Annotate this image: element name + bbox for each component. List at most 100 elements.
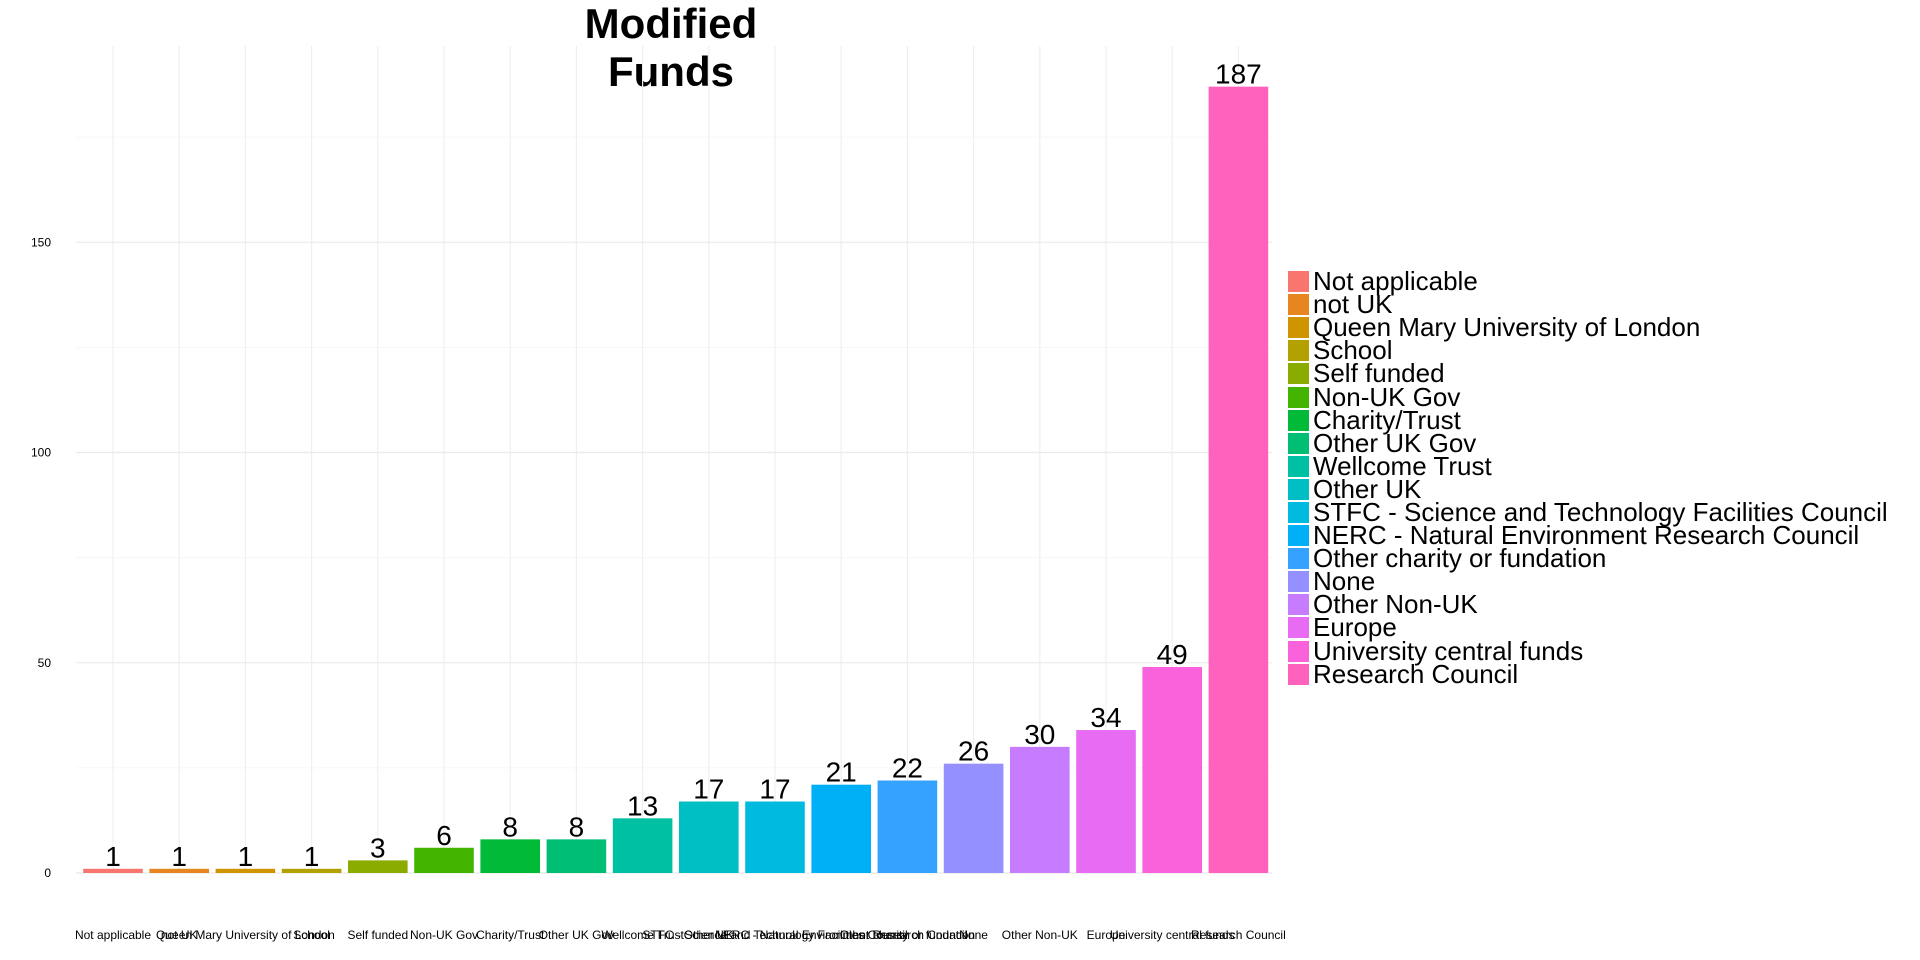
x-tick-label: not UK [161, 928, 198, 942]
legend-item: NERC - Natural Environment Research Coun… [1288, 520, 1888, 551]
data-label: 17 [759, 774, 790, 805]
legend-label: Other UK [1313, 473, 1422, 504]
chart-title: Modified Funds [584, 0, 758, 95]
data-label: 187 [1215, 59, 1262, 90]
legend-swatch [1288, 386, 1309, 408]
legend-label: Other UK Gov [1313, 427, 1477, 458]
legend-swatch [1288, 640, 1309, 662]
x-tick-label: Other UK Gov [539, 928, 614, 942]
legend-label: None [1313, 566, 1376, 597]
legend-label: Self funded [1313, 358, 1445, 389]
data-label: 8 [569, 811, 585, 842]
legend-swatch [1288, 363, 1309, 385]
bar [877, 780, 938, 873]
legend-swatch [1288, 663, 1309, 685]
bar [943, 763, 1004, 873]
legend-swatch [1288, 617, 1309, 639]
x-tick-label: Non-UK Gov [410, 928, 478, 942]
legend-item: Research Council [1288, 658, 1888, 689]
x-tick-label: Other charity or fundation [840, 928, 975, 942]
legend-item: STFC - Science and Technology Facilities… [1288, 499, 1888, 525]
legend-item: Not applicable [1288, 268, 1888, 294]
data-label: 1 [238, 841, 254, 872]
y-axis-ticks: 0 50 100 150 [31, 235, 51, 880]
bar [1010, 746, 1070, 873]
bar [1076, 730, 1136, 873]
legend-item: Non-UK Gov [1288, 381, 1888, 412]
data-label: 8 [502, 811, 518, 842]
legend-swatch [1288, 317, 1309, 339]
x-tick-label: Research Council [1191, 928, 1286, 942]
legend-swatch [1288, 571, 1309, 593]
bars [83, 86, 1269, 874]
legend-item: Europe [1288, 612, 1888, 643]
legend-swatch [1288, 548, 1309, 570]
legend-label: Non-UK Gov [1313, 381, 1461, 412]
legend-swatch [1288, 455, 1309, 477]
legend-label: University central funds [1313, 635, 1584, 666]
bar [281, 868, 342, 873]
x-tick-label: Other UK [684, 928, 734, 942]
legend-swatch [1288, 432, 1309, 454]
data-label: 21 [826, 757, 857, 788]
legend: Not applicable not UK Queen Mary Universit… [1288, 268, 1888, 689]
legend-item: Queen Mary University of London [1288, 312, 1888, 343]
x-tick-label: None [959, 928, 988, 942]
legend-swatch [1288, 340, 1309, 362]
legend-swatch [1288, 271, 1309, 293]
legend-item: Other charity or fundation [1288, 545, 1888, 571]
y-tick-label: 50 [38, 656, 52, 670]
bar [811, 784, 871, 873]
bar [745, 801, 805, 873]
legend-item: Self funded [1288, 358, 1888, 389]
bar [215, 868, 276, 873]
bar [1208, 86, 1269, 874]
legend-item: Other UK [1288, 473, 1888, 504]
legend-label: Wellcome Trust [1313, 450, 1492, 481]
data-label: 13 [627, 790, 658, 821]
x-tick-label: Charity/Trust [476, 928, 545, 942]
x-tick-label: University central funds [1110, 928, 1235, 942]
x-tick-label: NERC - Natural Environment Research Coun… [715, 928, 967, 942]
legend-label: Europe [1313, 612, 1397, 643]
x-tick-label: STFC - Science and Technology Facilities… [642, 928, 907, 942]
y-tick-label: 0 [44, 866, 51, 880]
legend-swatch [1288, 501, 1309, 523]
data-label: 1 [105, 841, 121, 872]
y-tick-label: 100 [31, 446, 51, 460]
legend-item: Charity/Trust [1288, 404, 1888, 435]
legend-swatch [1288, 478, 1309, 500]
x-tick-label: Other Non-UK [1002, 928, 1078, 942]
legend-item: School [1288, 335, 1888, 366]
legend-item: None [1288, 566, 1888, 597]
legend-swatch [1288, 294, 1309, 316]
data-label: 1 [304, 841, 320, 872]
data-label: 26 [958, 736, 989, 767]
legend-label: Other Non-UK [1313, 589, 1478, 620]
y-tick-label: 150 [31, 235, 51, 249]
bar [348, 860, 408, 873]
bar [480, 839, 540, 873]
x-tick-label: School [293, 928, 330, 942]
bar [679, 801, 739, 873]
x-tick-label: Self funded [347, 928, 408, 942]
bar [149, 868, 209, 873]
data-label: 17 [693, 774, 724, 805]
bar [1142, 666, 1202, 873]
legend-label: Research Council [1313, 658, 1519, 689]
legend-label: NERC - Natural Environment Research Coun… [1313, 520, 1860, 551]
legend-swatch [1288, 525, 1309, 547]
data-label: 3 [370, 832, 386, 863]
legend-label: Queen Mary University of London [1313, 312, 1701, 343]
data-label: 6 [436, 820, 452, 851]
legend-item: Other UK Gov [1288, 427, 1888, 458]
legend-item: Wellcome Trust [1288, 450, 1888, 481]
legend-label: Charity/Trust [1313, 404, 1461, 435]
legend-swatch [1288, 594, 1309, 616]
bar [612, 818, 673, 873]
x-tick-label: Queen Mary University of London [156, 928, 335, 942]
bar [83, 868, 143, 873]
legend-label: School [1313, 335, 1393, 366]
